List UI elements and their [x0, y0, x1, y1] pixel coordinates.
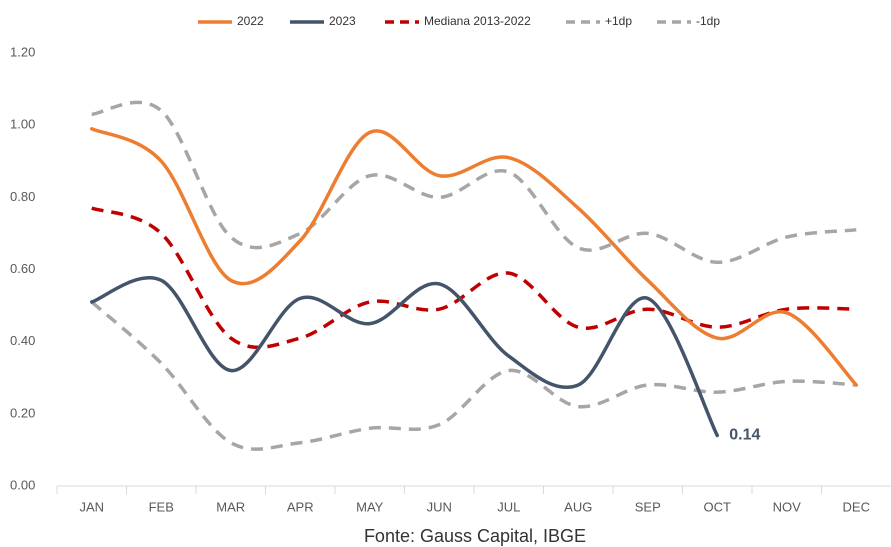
series-line: [91, 206, 857, 349]
x-tick-label: JUN: [427, 499, 452, 514]
series-line: [91, 100, 857, 265]
x-tick-label: AUG: [564, 499, 592, 514]
series-line: [90, 300, 857, 451]
x-tick-label: MAY: [356, 499, 384, 514]
legend-label: -1dp: [696, 14, 720, 28]
x-tick-label: MAR: [216, 499, 245, 514]
legend-label: Mediana 2013-2022: [424, 14, 531, 28]
y-tick-label: 0.00: [10, 477, 35, 492]
series-line: [90, 127, 858, 387]
legend-label: 2022: [237, 14, 264, 28]
y-tick-label: 0.60: [10, 261, 35, 276]
x-tick-label: SEP: [635, 499, 661, 514]
x-tick-label: OCT: [704, 499, 732, 514]
legend-label: 2023: [329, 14, 356, 28]
x-tick-label: DEC: [843, 499, 870, 514]
y-tick-label: 1.00: [10, 117, 35, 132]
series-line: [90, 276, 719, 438]
x-tick-label: FEB: [149, 499, 174, 514]
x-tick-label: APR: [287, 499, 314, 514]
x-tick-label: NOV: [773, 499, 802, 514]
legend-label: +1dp: [605, 14, 632, 28]
y-tick-label: 0.80: [10, 189, 35, 204]
x-tick-label: JAN: [79, 499, 104, 514]
data-label: 0.14: [729, 427, 760, 444]
x-tick-label: JUL: [497, 499, 520, 514]
y-tick-label: 0.40: [10, 333, 35, 348]
y-tick-label: 1.20: [10, 44, 35, 59]
source: Fonte: Gauss Capital, IBGE: [364, 526, 586, 546]
y-tick-label: 0.20: [10, 405, 35, 420]
